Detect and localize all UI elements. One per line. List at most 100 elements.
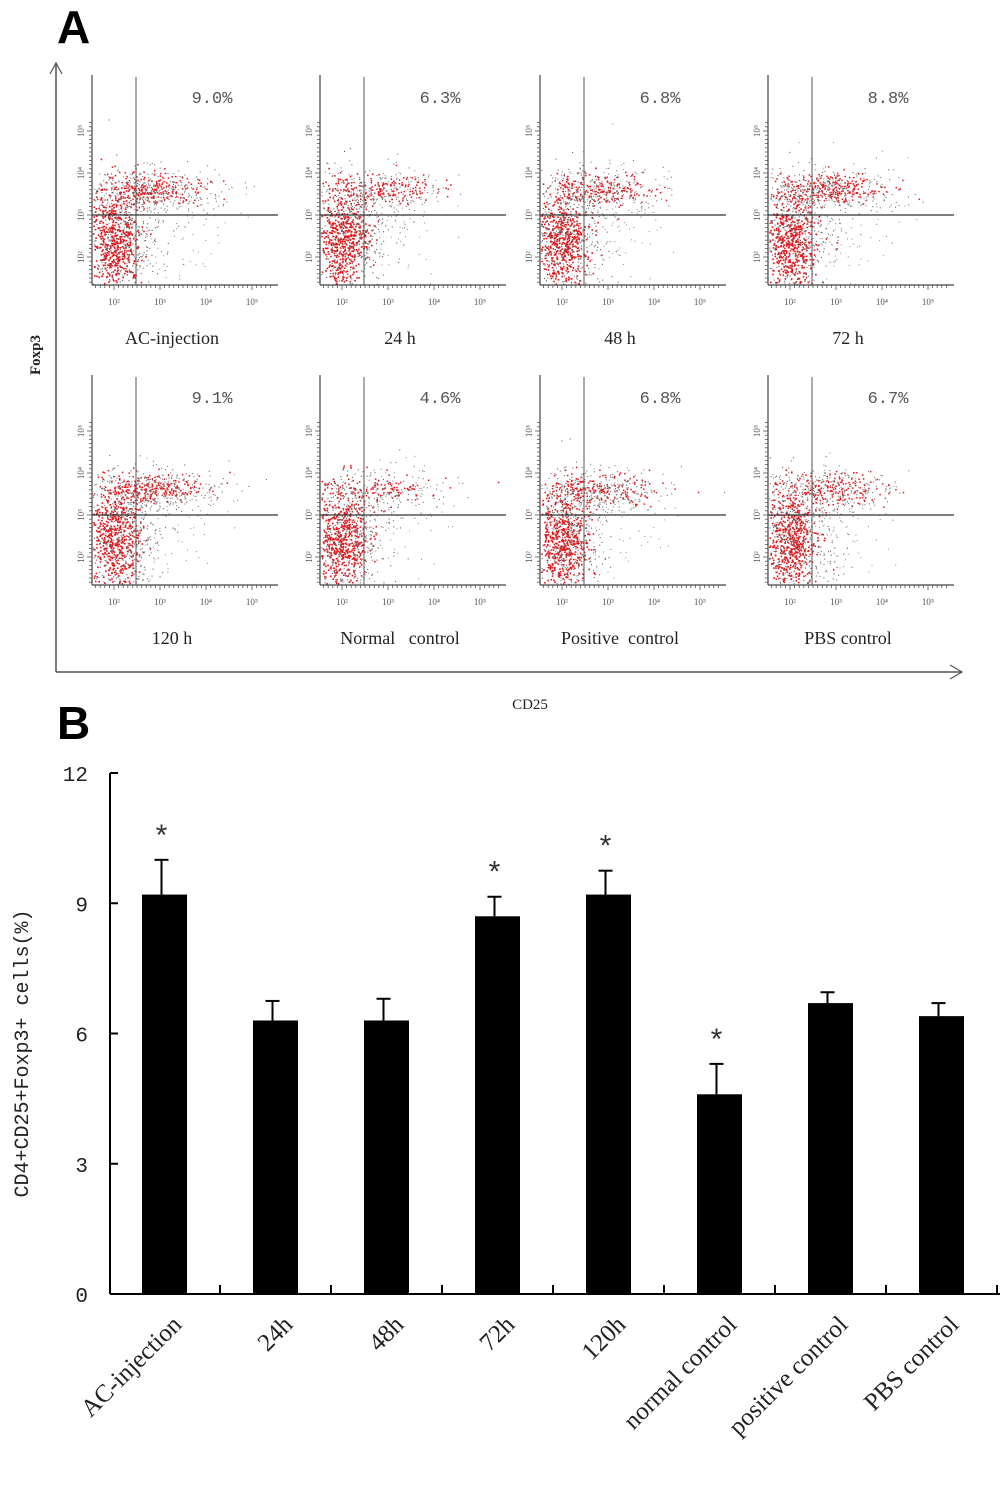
cd25-tick-label: 10²	[336, 597, 348, 607]
panel-a-letter: A	[57, 1, 91, 53]
plot-label: Positive control	[561, 628, 679, 648]
panel-b-letter: B	[57, 697, 91, 749]
x-category-label: positive control	[724, 1311, 854, 1441]
foxp3-tick-label: 10⁴	[524, 167, 534, 179]
cd25-tick-label: 10³	[382, 297, 394, 307]
cd25-tick-label: 10⁵	[694, 597, 706, 607]
x-category-label: 24h	[253, 1311, 299, 1357]
quadrant-percent: 6.7%	[868, 390, 910, 409]
event-dots	[93, 119, 255, 285]
event-dots	[321, 449, 500, 585]
cd25-tick-label: 10⁴	[876, 597, 888, 607]
foxp3-tick-label: 10²	[524, 551, 534, 563]
cd25-tick-label: 10⁴	[428, 597, 440, 607]
cd25-tick-label: 10⁵	[246, 297, 258, 307]
foxp3-tick-label: 10⁵	[76, 125, 86, 137]
foxp3-tick-label: 10⁴	[76, 167, 86, 179]
bar	[808, 1003, 853, 1294]
significance-marker: *	[596, 833, 614, 867]
foxp3-tick-label: 10⁵	[76, 425, 86, 437]
foxp3-tick-label: 10²	[76, 551, 86, 563]
plot-label: AC-injection	[125, 328, 219, 348]
x-category-label: 120h	[577, 1311, 632, 1366]
flow-plot: 10² 10² 10³ 10³ 10⁴ 10⁴ 10⁵ 10⁵ 6.8% Positive con…	[524, 375, 726, 648]
cd25-tick-label: 10⁵	[474, 297, 486, 307]
cd25-tick-label: 10⁴	[200, 297, 212, 307]
foxp3-tick-label: 10³	[76, 209, 86, 221]
flow-plot: 10² 10² 10³ 10³ 10⁴ 10⁴ 10⁵ 10⁵ 4.6% Normal contr…	[304, 375, 506, 648]
x-category-label: 48h	[364, 1311, 410, 1357]
x-category-label: PBS control	[859, 1311, 964, 1416]
foxp3-tick-label: 10⁵	[752, 425, 762, 437]
cd25-tick-label: 10⁴	[200, 597, 212, 607]
foxp3-tick-label: 10⁵	[524, 125, 534, 137]
cd25-tick-label: 10⁵	[922, 597, 934, 607]
y-tick-label: 12	[63, 765, 88, 788]
quadrant-percent: 6.8%	[640, 390, 682, 409]
bar	[475, 916, 520, 1294]
y-tick-label: 0	[75, 1286, 88, 1309]
foxp3-tick-label: 10⁴	[752, 167, 762, 179]
foxp3-tick-label: 10³	[752, 509, 762, 521]
flow-plot: 10² 10² 10³ 10³ 10⁴ 10⁴ 10⁵ 10⁵ 9.1% 120 h	[76, 375, 278, 648]
y-tick-label: 3	[75, 1156, 88, 1179]
cd25-tick-label: 10²	[784, 597, 796, 607]
y-tick-label: 9	[75, 895, 88, 918]
flow-plot: 10² 10² 10³ 10³ 10⁴ 10⁴ 10⁵ 10⁵ 6.7% PBS control	[752, 375, 954, 648]
flow-plot: 10² 10² 10³ 10³ 10⁴ 10⁴ 10⁵ 10⁵ 9.0% AC-injection	[76, 75, 278, 348]
foxp3-tick-label: 10⁵	[304, 125, 314, 137]
cd25-tick-label: 10⁵	[694, 297, 706, 307]
foxp3-tick-label: 10⁵	[524, 425, 534, 437]
cd25-tick-label: 10²	[108, 597, 120, 607]
bar	[142, 894, 187, 1294]
quadrant-percent: 6.3%	[420, 90, 462, 109]
flow-plot: 10² 10² 10³ 10³ 10⁴ 10⁴ 10⁵ 10⁵ 6.3% 24 h	[304, 75, 506, 348]
cd25-tick-label: 10³	[154, 297, 166, 307]
significance-marker: *	[707, 1026, 725, 1060]
cd25-tick-label: 10⁴	[648, 297, 660, 307]
event-dots	[769, 142, 924, 285]
plot-label: 120 h	[152, 628, 193, 648]
bar	[253, 1020, 298, 1294]
cd25-tick-label: 10³	[154, 597, 166, 607]
foxp3-tick-label: 10³	[76, 509, 86, 521]
foxp3-tick-label: 10²	[524, 251, 534, 263]
cd25-tick-label: 10²	[556, 297, 568, 307]
x-category-label: normal control	[619, 1311, 743, 1435]
plot-label: 24 h	[384, 328, 416, 348]
foxp3-tick-label: 10⁴	[752, 467, 762, 479]
cd25-tick-label: 10³	[602, 297, 614, 307]
plot-label: Normal control	[340, 628, 459, 648]
bar	[697, 1094, 742, 1294]
cd25-tick-label: 10⁵	[246, 597, 258, 607]
event-dots	[93, 454, 267, 586]
event-dots	[321, 147, 462, 286]
foxp3-arrowhead-icon	[49, 61, 63, 75]
cd25-tick-label: 10⁴	[428, 297, 440, 307]
foxp3-tick-label: 10²	[752, 551, 762, 563]
cd25-axis-label: CD25	[512, 697, 548, 713]
quadrant-percent: 9.1%	[192, 390, 234, 409]
foxp3-tick-label: 10⁴	[76, 467, 86, 479]
foxp3-tick-label: 10³	[304, 209, 314, 221]
event-dots	[769, 452, 910, 584]
foxp3-tick-label: 10²	[304, 251, 314, 263]
event-dots	[541, 123, 675, 285]
cd25-tick-label: 10⁴	[876, 297, 888, 307]
cd25-tick-label: 10⁵	[474, 597, 486, 607]
foxp3-tick-label: 10²	[304, 551, 314, 563]
flow-plot: 10² 10² 10³ 10³ 10⁴ 10⁴ 10⁵ 10⁵ 8.8% 72 h	[752, 75, 954, 348]
significance-marker: *	[152, 822, 170, 856]
plot-label: 72 h	[832, 328, 864, 348]
foxp3-tick-label: 10³	[752, 209, 762, 221]
foxp3-tick-label: 10⁴	[524, 467, 534, 479]
foxp3-tick-label: 10²	[76, 251, 86, 263]
y-axis-label: CD4+CD25+Foxp3+ cells(%)	[12, 909, 35, 1197]
quadrant-percent: 9.0%	[192, 90, 234, 109]
foxp3-tick-label: 10⁵	[752, 125, 762, 137]
foxp3-axis-label: Foxp3	[28, 335, 44, 375]
cd25-tick-label: 10²	[556, 597, 568, 607]
cd25-tick-label: 10⁴	[648, 597, 660, 607]
bar	[919, 1016, 964, 1294]
foxp3-tick-label: 10³	[524, 509, 534, 521]
